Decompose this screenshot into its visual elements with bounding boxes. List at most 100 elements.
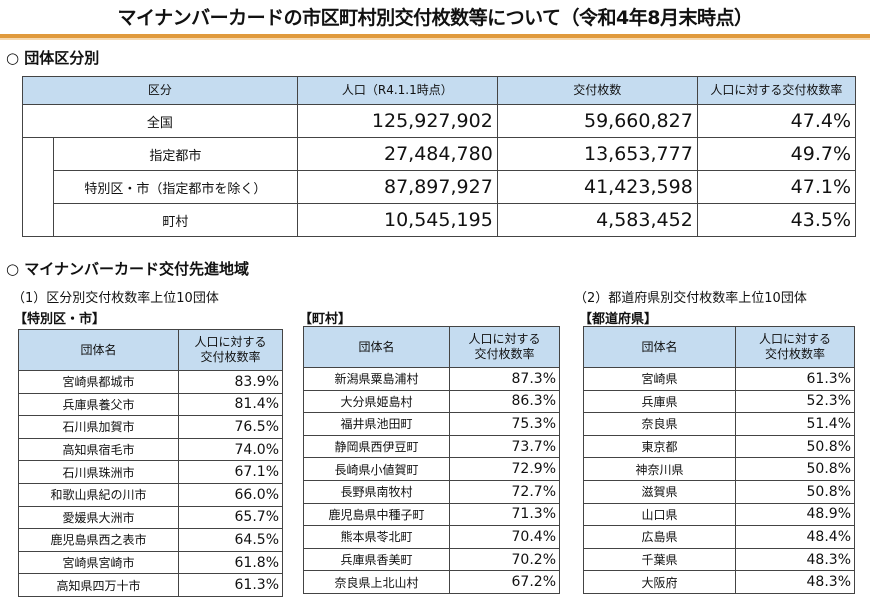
row-rate: 70.2% [449, 547, 560, 572]
row-name: 鹿児島県西之表市 [18, 528, 179, 552]
row-issued: 4,583,452 [496, 203, 698, 237]
row-name: 宮崎県 [583, 367, 736, 391]
row-name: 大分県姫島村 [303, 389, 450, 414]
row-name: 長崎県小値賀町 [303, 457, 450, 481]
table-row: 宮崎県都城市 83.9% [18, 370, 283, 394]
row-rate: 73.7% [449, 434, 560, 459]
row-name: 宮崎県宮崎市 [18, 550, 179, 575]
header-name: 団体名 [583, 326, 736, 368]
table-row: 兵庫県 52.3% [583, 389, 855, 414]
table-row: 指定都市 27,484,780 13,653,777 49.7% [22, 137, 857, 237]
table-row: 和歌山県紀の川市 66.0% [18, 482, 283, 507]
row-name: 高知県四万十市 [18, 573, 179, 597]
row-label: 特別区・市（指定都市を除く） [53, 170, 298, 204]
header-rate-line2: 交付枚数率 [200, 350, 261, 364]
row-name: 熊本県苓北町 [303, 525, 450, 549]
subheading-prefecture-top10: （2）都道府県別交付枚数率上位10団体 [574, 291, 807, 306]
row-rate: 70.4% [449, 525, 560, 549]
row-rate: 74.0% [178, 437, 283, 462]
table-header-row: 団体名 人口に対する 交付枚数率 [583, 326, 855, 368]
row-name: 兵庫県香美町 [303, 547, 450, 572]
section-heading-advanced: ○ マイナンバーカード交付先進地域 [6, 260, 250, 278]
table-row: 鹿児島県中種子町 71.3% [303, 502, 560, 527]
row-name: 千葉県 [583, 547, 736, 572]
table-row: 千葉県 48.3% [583, 547, 855, 572]
row-population: 87,897,927 [296, 170, 498, 204]
row-rate: 47.1% [696, 170, 857, 204]
row-label: 町村 [53, 203, 298, 237]
header-rate: 人口に対する交付枚数率 [696, 76, 857, 105]
row-name: 奈良県上北山村 [303, 570, 450, 594]
header-rate-line2: 交付枚数率 [764, 347, 825, 361]
row-name: 静岡県西伊豆町 [303, 434, 450, 459]
page-title: マイナンバーカードの市区町村別交付枚数等について（令和4年8月末時点） [117, 7, 754, 29]
row-rate: 65.7% [178, 505, 283, 530]
row-name: 和歌山県紀の川市 [18, 482, 179, 507]
row-rate: 61.8% [178, 550, 283, 575]
row-name: 石川県加賀市 [18, 415, 179, 439]
indent-cell [22, 137, 54, 237]
row-name: 大阪府 [583, 570, 736, 594]
table-header-row: 団体名 人口に対する 交付枚数率 [18, 329, 283, 371]
row-name: 愛媛県大洲市 [18, 505, 179, 530]
table-row: 鹿児島県西之表市 64.5% [18, 528, 283, 552]
table-row: 奈良県上北山村 67.2% [303, 570, 560, 594]
table-row: 石川県珠洲市 67.1% [18, 460, 283, 484]
table-row: 静岡県西伊豆町 73.7% [303, 434, 560, 459]
header-rate: 人口に対する交付枚数率 [449, 326, 560, 368]
row-rate: 50.8% [735, 434, 855, 459]
row-rate: 72.7% [449, 479, 560, 504]
row-rate: 71.3% [449, 502, 560, 527]
row-name: 滋賀県 [583, 479, 736, 504]
row-name: 宮崎県都城市 [18, 370, 179, 394]
row-rate: 67.2% [449, 570, 560, 594]
header-name: 団体名 [303, 326, 450, 368]
row-rate: 49.7% [696, 137, 857, 171]
row-name: 鹿児島県中種子町 [303, 502, 450, 527]
table-row: 大阪府 48.3% [583, 570, 855, 594]
subheading-category-top10: （1）区分別交付枚数率上位10団体 [12, 291, 219, 306]
ranking-table-prefectures: 団体名 人口に対する 交付枚数率 宮崎県 61.3% 兵庫県 52.3% 奈良県 51.4% 東京… [583, 326, 855, 594]
row-name: 高知県宿毛市 [18, 437, 179, 462]
table-row: 全国 125,927,902 59,660,827 47.4% [22, 104, 857, 138]
row-name: 新潟県粟島浦村 [303, 367, 450, 391]
header-category: 区分 [22, 76, 298, 105]
header-rate-line1: 人口に対する [758, 332, 831, 346]
row-rate: 64.5% [178, 528, 283, 552]
row-rate: 61.3% [735, 367, 855, 391]
row-rate: 48.9% [735, 502, 855, 527]
row-population: 125,927,902 [296, 104, 498, 138]
table-label-prefectures: 【都道府県】 [579, 312, 658, 327]
row-rate: 75.3% [449, 412, 560, 436]
row-rate: 72.9% [449, 457, 560, 481]
table-row: 高知県宿毛市 74.0% [18, 437, 283, 462]
ranking-table-towns: 団体名 人口に対する 交付枚数率 新潟県粟島浦村 87.3% 大分県姫島村 86.3% 福井県… [303, 326, 560, 594]
row-issued: 59,660,827 [496, 104, 698, 138]
row-rate: 83.9% [178, 370, 283, 394]
row-rate: 47.4% [696, 104, 857, 138]
table-row: 福井県池田町 75.3% [303, 412, 560, 436]
row-label: 全国 [22, 104, 298, 138]
header-rate: 人口に対する交付枚数率 [735, 326, 855, 368]
table-row: 兵庫県香美町 70.2% [303, 547, 560, 572]
row-rate: 87.3% [449, 367, 560, 391]
table-label-cities: 【特別区・市】 [14, 312, 106, 327]
row-rate: 48.4% [735, 525, 855, 549]
table-row: 長崎県小値賀町 72.9% [303, 457, 560, 481]
header-population: 人口（R4.1.1時点） [296, 76, 498, 105]
table-row: 広島県 48.4% [583, 525, 855, 549]
header-rate-line1: 人口に対する [194, 335, 267, 349]
row-rate: 48.3% [735, 547, 855, 572]
table-header-row: 団体名 人口に対する 交付枚数率 [303, 326, 560, 368]
row-rate: 50.8% [735, 457, 855, 481]
header-name: 団体名 [18, 329, 179, 371]
section-heading-category: ○ 団体区分別 [6, 49, 100, 67]
table-row: 宮崎県 61.3% [583, 367, 855, 391]
row-rate: 50.8% [735, 479, 855, 504]
table-row: 神奈川県 50.8% [583, 457, 855, 481]
table-row: 熊本県苓北町 70.4% [303, 525, 560, 549]
row-name: 兵庫県 [583, 389, 736, 414]
row-name: 奈良県 [583, 412, 736, 436]
row-label: 指定都市 [53, 137, 298, 171]
header-issued: 交付枚数 [496, 76, 698, 105]
